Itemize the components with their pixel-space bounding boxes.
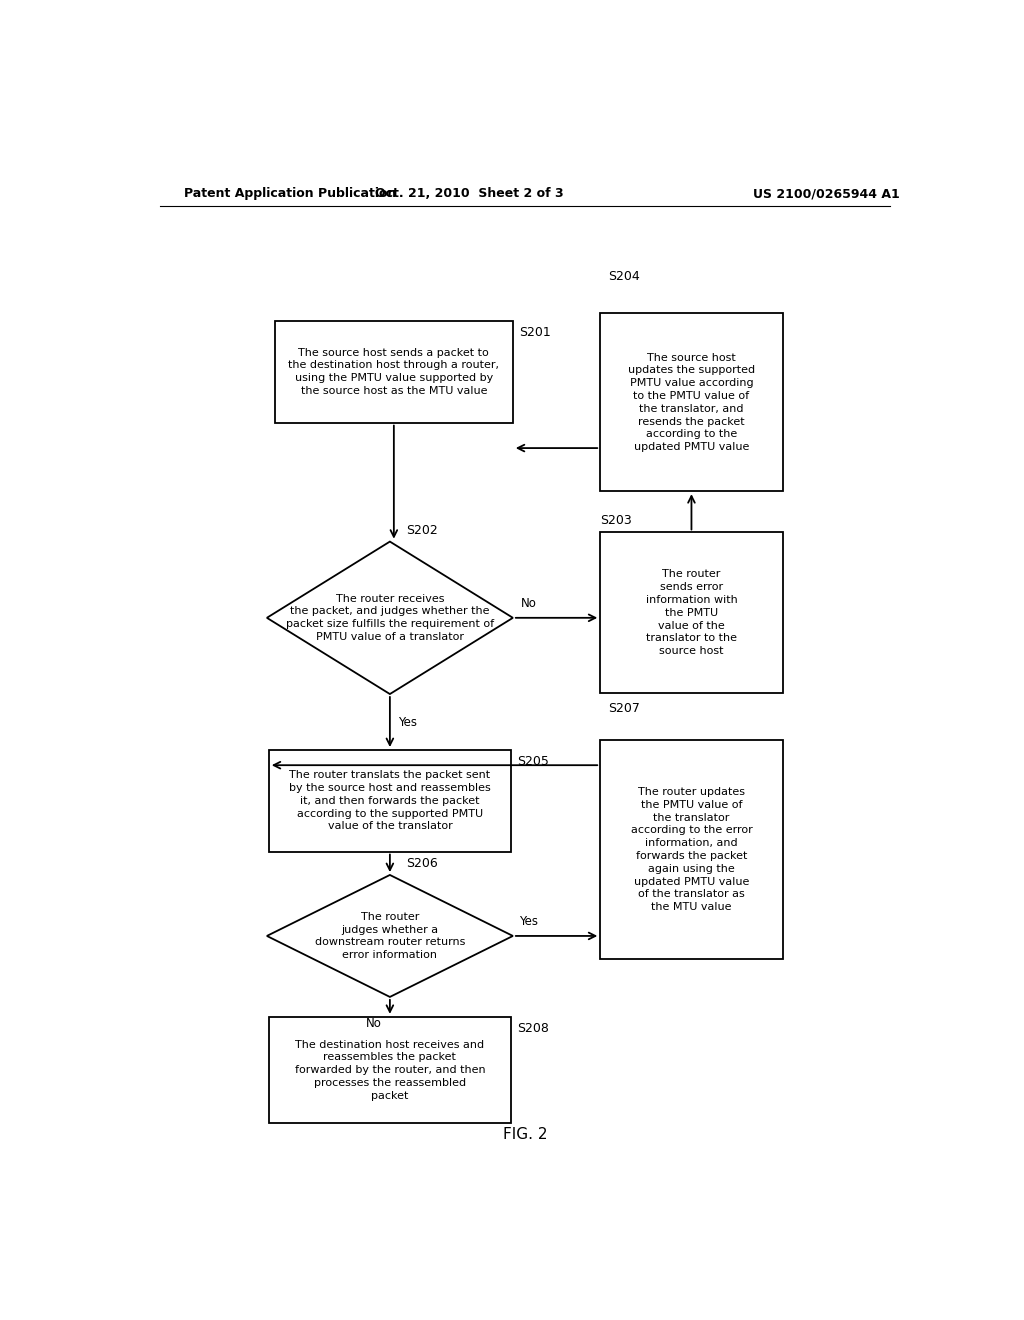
- FancyBboxPatch shape: [600, 741, 782, 958]
- Text: S208: S208: [517, 1022, 549, 1035]
- Text: Oct. 21, 2010  Sheet 2 of 3: Oct. 21, 2010 Sheet 2 of 3: [375, 187, 563, 201]
- FancyBboxPatch shape: [600, 532, 782, 693]
- Text: S202: S202: [406, 524, 437, 536]
- Text: US 2100/0265944 A1: US 2100/0265944 A1: [753, 187, 900, 201]
- Text: No: No: [366, 1018, 382, 1030]
- Polygon shape: [267, 875, 513, 997]
- Text: Yes: Yes: [519, 915, 539, 928]
- FancyBboxPatch shape: [269, 750, 511, 851]
- Text: Patent Application Publication: Patent Application Publication: [183, 187, 396, 201]
- FancyBboxPatch shape: [269, 1016, 511, 1123]
- Text: The source host sends a packet to
the destination host through a router,
using t: The source host sends a packet to the de…: [289, 347, 500, 396]
- Text: S201: S201: [519, 326, 551, 339]
- FancyBboxPatch shape: [274, 321, 513, 422]
- Text: S206: S206: [406, 857, 437, 870]
- Text: S205: S205: [517, 755, 549, 768]
- FancyBboxPatch shape: [600, 313, 782, 491]
- Text: No: No: [521, 597, 537, 610]
- Text: The router updates
the PMTU value of
the translator
according to the error
infor: The router updates the PMTU value of the…: [631, 787, 753, 912]
- Text: Yes: Yes: [397, 717, 417, 730]
- Text: The router
judges whether a
downstream router returns
error information: The router judges whether a downstream r…: [314, 912, 465, 960]
- Text: The router translats the packet sent
by the source host and reassembles
it, and : The router translats the packet sent by …: [289, 770, 490, 832]
- Text: The router receives
the packet, and judges whether the
packet size fulfills the : The router receives the packet, and judg…: [286, 594, 494, 642]
- Text: The router
sends error
information with
the PMTU
value of the
translator to the
: The router sends error information with …: [645, 569, 737, 656]
- Text: The destination host receives and
reassembles the packet
forwarded by the router: The destination host receives and reasse…: [295, 1040, 485, 1101]
- Text: FIG. 2: FIG. 2: [503, 1127, 547, 1142]
- Text: S204: S204: [608, 269, 640, 282]
- Text: The source host
updates the supported
PMTU value according
to the PMTU value of
: The source host updates the supported PM…: [628, 352, 755, 453]
- Text: S207: S207: [608, 702, 640, 715]
- Polygon shape: [267, 541, 513, 694]
- Text: S203: S203: [600, 515, 632, 528]
